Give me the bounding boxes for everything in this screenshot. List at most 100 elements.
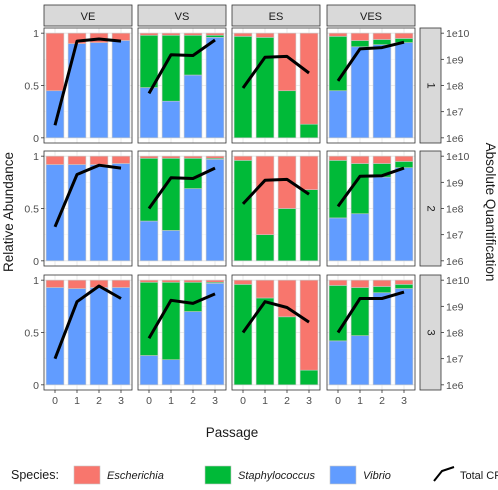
y-right-tick-label: 1e10 (446, 275, 470, 287)
bar-staphylococcus-passage-2 (183, 157, 203, 189)
panel-ES-3 (231, 274, 321, 391)
bar-vibrio-passage-0 (328, 90, 348, 139)
bar-vibrio-passage-3 (394, 42, 414, 139)
y-tick-label: 1 (33, 151, 39, 163)
panel-ES-2 (231, 150, 321, 267)
bar-escherichia-passage-3 (205, 279, 225, 283)
bar-staphylococcus-passage-0 (328, 285, 348, 342)
bar-staphylococcus-passage-3 (299, 123, 319, 139)
total-cfus-line (241, 300, 310, 334)
facet-strip-VES (326, 4, 416, 27)
panel-border (137, 150, 227, 267)
bar-staphylococcus-passage-2 (277, 316, 297, 386)
bar-vibrio-passage-3 (111, 163, 131, 262)
bar-vibrio-passage-1 (350, 335, 370, 386)
x-tick-label: 1 (262, 395, 268, 407)
bar-staphylococcus-passage-1 (255, 37, 275, 139)
bar-escherichia-passage-0 (233, 32, 253, 37)
bar-vibrio-passage-2 (372, 292, 392, 386)
bar-staphylococcus-passage-1 (255, 234, 275, 262)
bar-escherichia-passage-1 (161, 279, 181, 283)
bar-escherichia-passage-3 (299, 32, 319, 125)
bar-escherichia-passage-1 (67, 279, 87, 289)
y-right-tick-label: 1e6 (446, 133, 464, 145)
x-axis-title: Passage (206, 425, 259, 440)
bar-vibrio-passage-2 (372, 44, 392, 139)
legend-key-staphylococcus (204, 465, 232, 485)
bar-escherichia-passage-0 (233, 279, 253, 285)
bar-vibrio-passage-1 (350, 213, 370, 262)
total-cfus-line (147, 166, 216, 210)
facet-label-VS: VS (175, 11, 190, 23)
panel-border (231, 150, 321, 267)
bar-vibrio-passage-1 (161, 359, 181, 386)
panel-border (326, 27, 416, 144)
bar-escherichia-passage-1 (67, 155, 87, 165)
bar-escherichia-passage-0 (328, 155, 348, 161)
bar-vibrio-passage-2 (183, 188, 203, 262)
bar-staphylococcus-passage-1 (350, 40, 370, 48)
y-right-tick-label: 1e7 (446, 230, 464, 242)
bar-staphylococcus-passage-2 (372, 286, 392, 294)
total-cfus-line (53, 284, 122, 360)
bar-vibrio-passage-2 (372, 176, 392, 262)
x-tick-label: 1 (357, 395, 363, 407)
bar-vibrio-passage-0 (328, 217, 348, 262)
panel-VE-1 (43, 27, 133, 144)
y-right-tick-label: 1e6 (446, 380, 464, 392)
bar-vibrio-passage-0 (45, 287, 65, 386)
panel-border (231, 27, 321, 144)
facet-strip-VE (43, 4, 133, 27)
y-axis-title-left: Relative Abundance (1, 152, 16, 272)
x-tick-label: 1 (168, 395, 174, 407)
bar-escherichia-passage-1 (255, 279, 275, 299)
y-right-tick-label: 1e9 (446, 54, 464, 66)
facet-row-label-1: 1 (425, 82, 437, 88)
bar-escherichia-passage-1 (255, 32, 275, 38)
panel-ES-1 (231, 27, 321, 144)
bar-staphylococcus-passage-2 (277, 90, 297, 139)
panel-VE-3 (43, 274, 133, 391)
bar-escherichia-passage-2 (372, 279, 392, 287)
y-right-tick-label: 1e8 (446, 81, 464, 93)
x-tick-label: 2 (96, 395, 102, 407)
bar-escherichia-passage-3 (111, 279, 131, 288)
panel-VES-2 (326, 150, 416, 267)
bar-vibrio-passage-1 (67, 43, 87, 139)
x-tick-label: 0 (240, 395, 246, 407)
legend-label-vibrio: Vibrio (363, 470, 391, 482)
bar-staphylococcus-passage-2 (372, 39, 392, 45)
x-tick-label: 3 (306, 395, 312, 407)
legend-key-vibrio (329, 465, 357, 485)
panel-border (326, 150, 416, 267)
bar-vibrio-passage-3 (111, 40, 131, 139)
facet-strip-ES (231, 4, 321, 27)
total-cfus-line (336, 290, 405, 334)
x-tick-label: 1 (74, 395, 80, 407)
bar-escherichia-passage-3 (394, 279, 414, 285)
bar-staphylococcus-passage-1 (350, 287, 370, 336)
total-cfus-line (53, 163, 122, 228)
y-axis-title-right: Absolute Quantification (483, 143, 498, 282)
bar-escherichia-passage-1 (350, 32, 370, 41)
bar-vibrio-passage-1 (161, 230, 181, 262)
bar-vibrio-passage-3 (111, 287, 131, 386)
bar-staphylococcus-passage-1 (161, 157, 181, 231)
bar-escherichia-passage-1 (350, 279, 370, 288)
bar-escherichia-passage-0 (139, 155, 159, 159)
legend-label-total-cfus: Total CFUs (460, 470, 498, 482)
bar-escherichia-passage-3 (111, 155, 131, 164)
y-tick-label: 1 (33, 28, 39, 40)
bar-staphylococcus-passage-3 (394, 284, 414, 289)
bar-staphylococcus-passage-3 (205, 34, 225, 38)
bar-staphylococcus-passage-3 (394, 161, 414, 168)
panel-VES-3 (326, 274, 416, 391)
y-tick-label: 0 (33, 380, 39, 392)
bar-escherichia-passage-0 (45, 279, 65, 288)
bar-staphylococcus-passage-3 (299, 369, 319, 386)
y-right-tick-label: 1e7 (446, 107, 464, 119)
bar-escherichia-passage-3 (299, 155, 319, 190)
bar-staphylococcus-passage-3 (394, 38, 414, 43)
bar-staphylococcus-passage-0 (139, 281, 159, 356)
